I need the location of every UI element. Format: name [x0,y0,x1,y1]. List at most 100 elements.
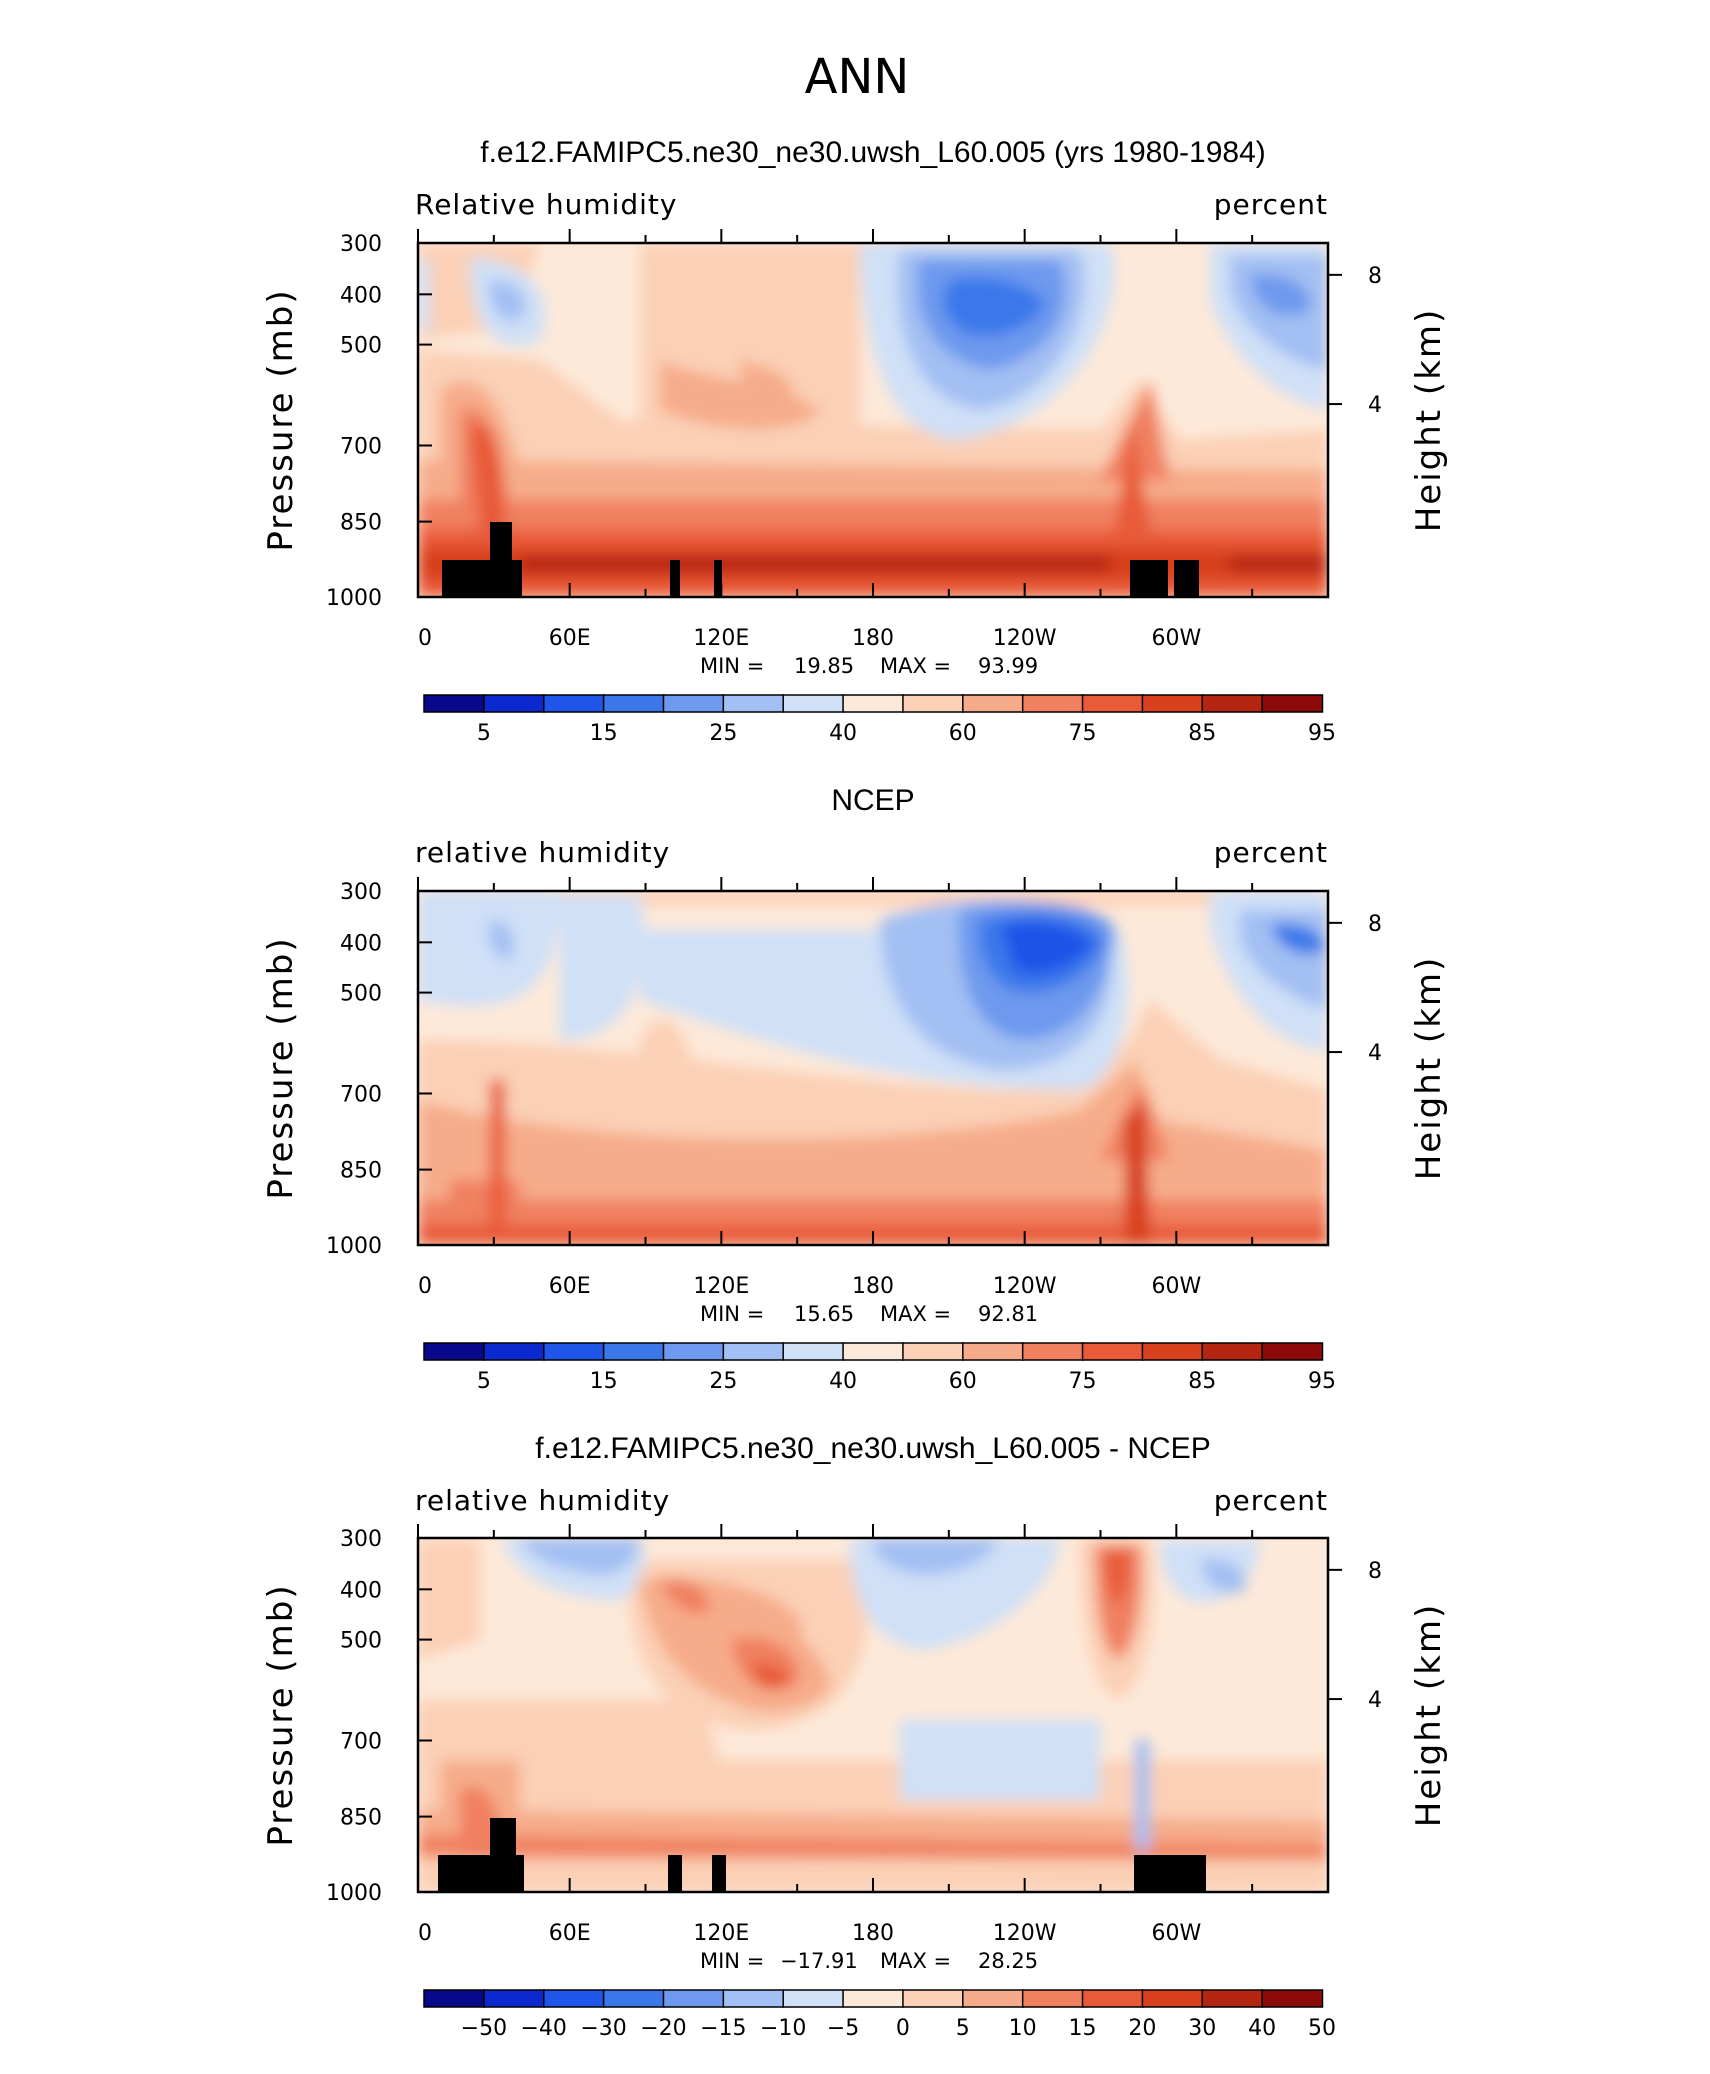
y-axis-title: Pressure (mb) [261,936,301,1199]
colorbar-swatch [1141,694,1204,713]
y2-tick-label: 4 [1368,1688,1382,1713]
y-tick-label: 700 [340,1082,382,1107]
contour-field [418,1538,1328,1892]
y-tick-label: 850 [340,511,382,536]
figure-title: ANN [805,49,910,105]
max-value: 93.99 [978,654,1038,678]
colorbar-label: 75 [1069,721,1097,746]
colorbar-swatch [602,1989,665,2008]
colorbar-swatch [782,694,845,713]
colorbar-swatch [1081,1342,1144,1361]
colorbar-swatch [842,694,905,713]
y-axis-title: Pressure (mb) [261,288,301,551]
colorbar-swatch [662,694,725,713]
x-tick-label: 60W [1151,1274,1201,1299]
colorbar-label: 15 [590,1369,618,1394]
x-tick-label: 120E [693,1921,749,1946]
left-label: relative humidity [415,1484,670,1517]
topography-mask [442,522,1199,597]
colorbar-label: 5 [477,721,491,746]
y-tick-label: 1000 [326,1881,382,1906]
colorbar-swatch [423,694,486,713]
colorbar: 5 15 25 40 60 75 85 95 [423,694,1336,746]
x-tick-label: 120W [993,1274,1057,1299]
x-tick-label: 60E [549,1274,591,1299]
max-label: MAX = [880,1949,951,1973]
colorbar-label: 60 [949,721,977,746]
left-label: relative humidity [415,836,670,869]
y-tick-label: 400 [340,283,382,308]
x-tick-label: 180 [852,1274,894,1299]
x-tick-label: 120W [993,1921,1057,1946]
y-tick-label: 500 [340,334,382,359]
colorbar-swatch [1141,1342,1204,1361]
y-tick-label: 1000 [326,1234,382,1259]
y-tick-label: 400 [340,1578,382,1603]
colorbar: −50 −40 −30 −20 −15 −10 −5 0 5 10 15 20 30 40 50 [423,1989,1336,2041]
colorbar-swatch [962,694,1024,713]
colorbar-label: 85 [1188,1369,1216,1394]
x-tick-label: 0 [418,626,432,651]
colorbar-swatch [1261,694,1324,713]
panel-title: f.e12.FAMIPC5.ne30_ne30.uwsh_L60.005 (yr… [480,136,1266,169]
colorbar-label: −50 [461,2016,507,2041]
colorbar-label: −10 [760,2016,806,2041]
y2-axis: 84 [1328,1559,1382,1713]
colorbar-swatch [1021,1989,1084,2008]
colorbar-swatch [483,694,545,713]
y-tick-label: 500 [340,982,382,1007]
colorbar-label: 5 [956,2016,970,2041]
colorbar-swatch [602,694,665,713]
x-tick-label: 60E [549,1921,591,1946]
colorbar-label: 50 [1308,2016,1336,2041]
colorbar-label: 20 [1128,2016,1156,2041]
colorbar-swatch [902,1989,965,2008]
min-value: 19.85 [794,654,854,678]
colorbar-label: 25 [709,721,737,746]
colorbar-swatch [1201,1342,1264,1361]
colorbar-label: 75 [1069,1369,1097,1394]
panel-diff: f.e12.FAMIPC5.ne30_ne30.uwsh_L60.005 - N… [261,1432,1449,2041]
y-tick-label: 700 [340,1729,382,1754]
colorbar-label: 40 [829,1369,857,1394]
colorbar-swatch [662,1989,725,2008]
y2-tick-label: 4 [1368,1041,1382,1066]
colorbar-swatch [423,1989,486,2008]
x-tick-label: 180 [852,626,894,651]
colorbar-swatch [962,1342,1024,1361]
y-tick-label: 300 [340,880,382,905]
y-tick-label: 700 [340,434,382,459]
x-tick-label: 60W [1151,626,1201,651]
colorbar-label: 0 [896,2016,910,2041]
y-axis-title: Pressure (mb) [261,1583,301,1846]
y2-axis-title: Height (km) [1409,956,1449,1181]
colorbar-swatch [542,1989,605,2008]
colorbar-swatch [1261,1342,1324,1361]
y2-tick-label: 4 [1368,393,1382,418]
x-tick-label: 120E [693,626,749,651]
colorbar-swatch [1261,1989,1324,2008]
y2-axis: 84 [1328,912,1382,1066]
y2-tick-label: 8 [1368,1559,1382,1584]
colorbar-swatch [1081,1989,1144,2008]
left-label: Relative humidity [415,188,677,221]
colorbar-swatch [1021,1342,1084,1361]
colorbar-swatch [1141,1989,1204,2008]
y-tick-label: 300 [340,1527,382,1552]
colorbar-label: 5 [477,1369,491,1394]
right-label: percent [1214,836,1328,869]
colorbar-label: 15 [590,721,618,746]
min-label: MIN = [700,654,764,678]
y2-tick-label: 8 [1368,264,1382,289]
min-label: MIN = [700,1302,764,1326]
max-value: 28.25 [978,1949,1038,1973]
y-axis: 300 400 500 700 850 1000 [326,880,432,1259]
x-tick-label: 60W [1151,1921,1201,1946]
max-label: MAX = [880,654,951,678]
colorbar-label: −30 [580,2016,626,2041]
colorbar-swatch [483,1342,545,1361]
colorbar-swatch [722,1342,785,1361]
colorbar-label: 25 [709,1369,737,1394]
colorbar-label: 30 [1188,2016,1216,2041]
min-value: −17.91 [780,1949,858,1973]
